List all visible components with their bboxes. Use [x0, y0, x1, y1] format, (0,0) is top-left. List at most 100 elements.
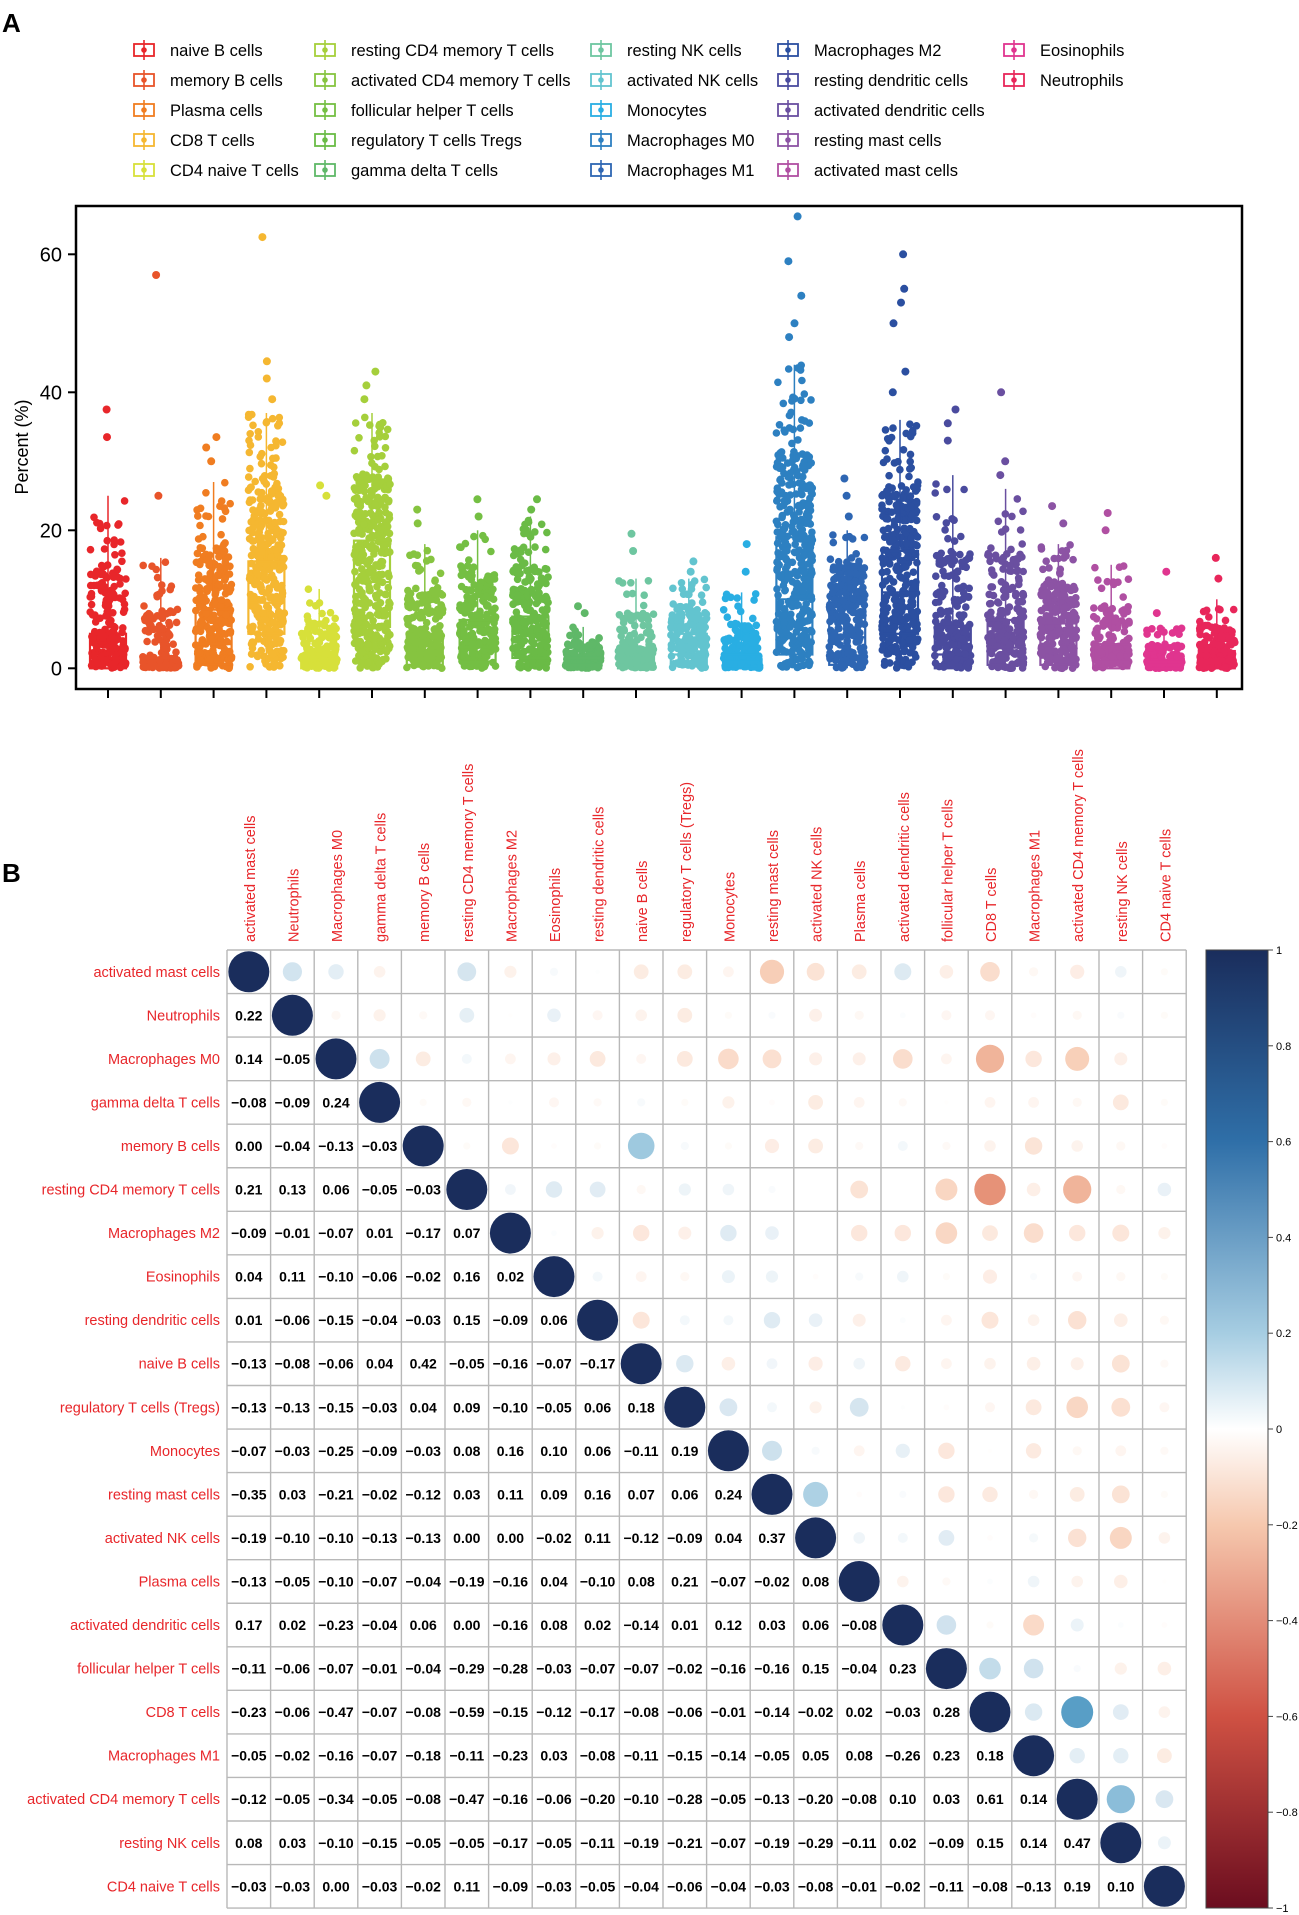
jitter-point — [153, 573, 162, 582]
jitter-point — [269, 473, 278, 481]
jitter-point — [206, 635, 214, 643]
jitter-point — [697, 591, 706, 599]
jitter-point — [1019, 607, 1027, 615]
legend-key-dot — [141, 167, 147, 173]
jitter-point — [260, 574, 269, 583]
jitter-point — [829, 531, 837, 539]
jitter-point — [669, 584, 677, 593]
jitter-point — [109, 573, 118, 581]
jitter-point — [370, 573, 378, 582]
jitter-point — [774, 378, 782, 387]
jitter-point — [460, 662, 469, 670]
jitter-point — [803, 637, 812, 645]
jitter-point — [369, 521, 378, 530]
jitter-point — [962, 563, 970, 572]
jitter-point — [796, 366, 805, 374]
jitter-point — [303, 644, 311, 653]
jitter-point — [883, 649, 892, 658]
jitter-point — [908, 601, 917, 609]
legend-key-box — [590, 103, 612, 117]
jitter-point — [942, 519, 951, 527]
jitter-point — [1014, 574, 1023, 582]
jitter-point — [330, 622, 338, 630]
jitter-point — [526, 628, 534, 636]
jitter-point — [358, 648, 367, 656]
jitter-point — [166, 585, 174, 594]
jitter-point — [542, 664, 550, 672]
jitter-point — [1125, 619, 1133, 627]
y-tick-label: 0 — [51, 658, 62, 680]
jitter-point — [487, 547, 495, 556]
outlier-point — [580, 609, 589, 618]
jitter-point — [829, 538, 838, 547]
jitter-point — [433, 590, 441, 599]
jitter-point — [158, 581, 166, 589]
jitter-point — [889, 491, 898, 500]
jitter-point — [408, 624, 416, 632]
jitter-point — [412, 604, 420, 612]
jitter-point — [773, 539, 782, 547]
jitter-point — [359, 470, 367, 479]
jitter-point — [796, 633, 805, 642]
jitter-point — [158, 587, 166, 595]
legend-entry: memory B cells — [133, 70, 283, 90]
jitter-point — [257, 507, 265, 515]
jitter-point — [426, 646, 435, 654]
outlier-point — [997, 388, 1006, 397]
jitter-point — [385, 496, 393, 505]
jitter-point — [537, 594, 546, 603]
outlier-point — [742, 540, 751, 549]
jitter-point — [724, 646, 733, 655]
jitter-point — [245, 448, 254, 457]
jitter-point — [251, 477, 259, 486]
jitter-point — [798, 529, 806, 538]
jitter-point — [378, 570, 387, 579]
jitter-point — [722, 590, 731, 599]
jitter-point — [226, 629, 235, 637]
jitter-point — [569, 649, 577, 657]
jitter-point — [1013, 659, 1021, 668]
jitter-point — [364, 658, 373, 667]
outlier-point — [316, 481, 325, 490]
jitter-point — [543, 528, 551, 537]
jitter-point — [527, 585, 536, 594]
jitter-point — [1099, 622, 1108, 630]
jitter-point — [256, 452, 265, 461]
jitter-point — [267, 553, 275, 562]
jitter-point — [468, 640, 477, 648]
jitter-point — [436, 622, 444, 630]
jitter-point — [465, 586, 474, 594]
outlier-point — [103, 433, 111, 442]
outlier-point — [797, 291, 806, 300]
jitter-point — [275, 413, 284, 422]
legend-entry: CD4 naive T cells — [133, 160, 299, 180]
jitter-point — [913, 541, 921, 550]
jitter-point — [268, 414, 277, 423]
jitter-point — [1217, 632, 1226, 640]
jitter-point — [960, 485, 968, 494]
jitter-point — [217, 497, 226, 505]
jitter-point — [357, 589, 366, 597]
jitter-point — [153, 632, 162, 640]
jitter-point — [1016, 526, 1025, 534]
jitter-point — [257, 501, 265, 510]
jitter-point — [932, 611, 940, 620]
jitter-point — [881, 446, 890, 455]
jitter-point — [615, 577, 623, 585]
jitter-point — [785, 481, 793, 489]
jitter-point — [249, 421, 257, 430]
jitter-point — [906, 432, 915, 441]
jitter-point — [217, 596, 226, 604]
legend-entry: gamma delta T cells — [314, 160, 498, 180]
jitter-point — [800, 551, 809, 560]
jitter-point — [899, 446, 908, 454]
outlier-point — [899, 250, 908, 259]
jitter-point — [984, 611, 992, 619]
outlier-point — [1059, 519, 1068, 528]
jitter-point — [244, 413, 253, 422]
jitter-point — [361, 413, 369, 422]
jitter-point — [464, 573, 473, 581]
jitter-point — [958, 635, 967, 643]
outlier-point — [842, 491, 851, 500]
outlier-point — [1048, 502, 1057, 511]
